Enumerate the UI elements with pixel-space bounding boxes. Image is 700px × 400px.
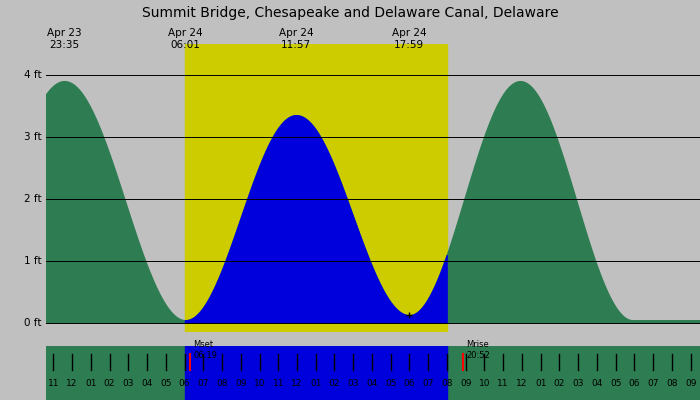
Text: 06: 06: [178, 379, 190, 388]
Text: 07: 07: [648, 379, 659, 388]
Text: 07: 07: [197, 379, 209, 388]
Text: 02: 02: [104, 379, 116, 388]
Text: Apr 24
17:59: Apr 24 17:59: [392, 28, 426, 50]
Text: 0 ft: 0 ft: [25, 318, 42, 328]
Bar: [185, 346, 447, 400]
Text: 05: 05: [610, 379, 622, 388]
Text: 10: 10: [254, 379, 265, 388]
Text: 04: 04: [592, 379, 603, 388]
Text: 08: 08: [441, 379, 453, 388]
Text: 12: 12: [66, 379, 78, 388]
Bar: [185, 44, 447, 332]
Text: 05: 05: [160, 379, 172, 388]
Text: Apr 24
11:57: Apr 24 11:57: [279, 28, 314, 50]
Text: 05: 05: [385, 379, 396, 388]
Text: 08: 08: [666, 379, 678, 388]
Text: Mset
06:19: Mset 06:19: [193, 340, 217, 360]
Text: 11: 11: [48, 379, 59, 388]
Text: 12: 12: [291, 379, 302, 388]
Text: Apr 23
23:35: Apr 23 23:35: [47, 28, 82, 50]
Text: 04: 04: [141, 379, 153, 388]
Text: 3 ft: 3 ft: [24, 132, 42, 142]
Text: 01: 01: [535, 379, 547, 388]
Text: 12: 12: [516, 379, 528, 388]
Text: 10: 10: [479, 379, 490, 388]
Text: 01: 01: [85, 379, 97, 388]
Text: Apr 24
06:01: Apr 24 06:01: [167, 28, 202, 50]
Text: 08: 08: [216, 379, 228, 388]
Text: 06: 06: [404, 379, 415, 388]
Text: 01: 01: [310, 379, 321, 388]
Text: 4 ft: 4 ft: [24, 70, 42, 80]
Text: 04: 04: [366, 379, 378, 388]
Bar: [46, 44, 700, 332]
Text: Summit Bridge, Chesapeake and Delaware Canal, Delaware: Summit Bridge, Chesapeake and Delaware C…: [141, 6, 559, 20]
Text: 09: 09: [685, 379, 696, 388]
Text: 1 ft: 1 ft: [24, 256, 42, 266]
Text: 09: 09: [235, 379, 246, 388]
Text: 07: 07: [423, 379, 434, 388]
Text: 02: 02: [554, 379, 565, 388]
Text: 09: 09: [460, 379, 471, 388]
Text: 11: 11: [498, 379, 509, 388]
Text: 02: 02: [329, 379, 340, 388]
Text: 2 ft: 2 ft: [24, 194, 42, 204]
Text: 11: 11: [272, 379, 284, 388]
Text: 03: 03: [122, 379, 134, 388]
Text: 06: 06: [629, 379, 640, 388]
Text: Mrise
20:52: Mrise 20:52: [466, 340, 490, 360]
Text: 03: 03: [573, 379, 584, 388]
Text: 03: 03: [347, 379, 359, 388]
